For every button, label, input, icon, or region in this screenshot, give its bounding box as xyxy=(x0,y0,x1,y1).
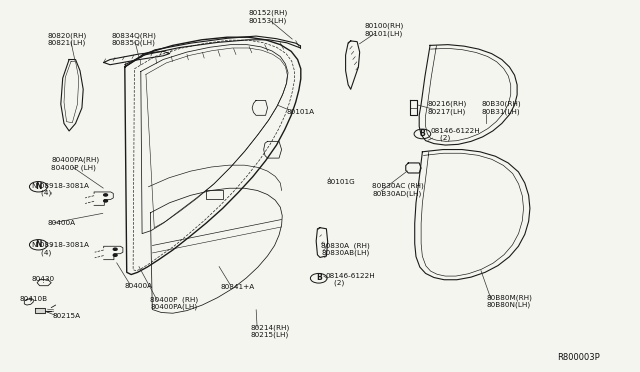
Text: B: B xyxy=(420,129,425,138)
Text: 80215A: 80215A xyxy=(52,313,81,319)
Text: 80100(RH)
80101(LH): 80100(RH) 80101(LH) xyxy=(365,23,404,37)
Polygon shape xyxy=(35,308,45,313)
Text: N: N xyxy=(35,240,42,249)
Circle shape xyxy=(104,194,108,196)
Text: 80834Q(RH)
80835Q(LH): 80834Q(RH) 80835Q(LH) xyxy=(112,32,157,46)
Text: N 08918-3081A
    (4): N 08918-3081A (4) xyxy=(32,243,89,256)
Text: 80430: 80430 xyxy=(32,276,55,282)
Text: 80830A  (RH)
80830AB(LH): 80830A (RH) 80830AB(LH) xyxy=(321,242,370,256)
Text: B: B xyxy=(316,273,321,282)
Circle shape xyxy=(113,248,117,250)
Text: 08146-6122H
    (2): 08146-6122H (2) xyxy=(431,128,481,141)
Text: 80820(RH)
80821(LH): 80820(RH) 80821(LH) xyxy=(48,32,87,46)
Text: 80841+A: 80841+A xyxy=(221,284,255,290)
Text: 80216(RH)
80217(LH): 80216(RH) 80217(LH) xyxy=(428,101,467,115)
Text: 80410B: 80410B xyxy=(19,296,47,302)
Text: 80B30AC (RH)
80B30AD(LH): 80B30AC (RH) 80B30AD(LH) xyxy=(372,183,424,197)
Text: 08146-6122H
    (2): 08146-6122H (2) xyxy=(325,273,375,286)
Text: N 08918-3081A
    (4): N 08918-3081A (4) xyxy=(32,183,89,196)
Text: 80400P  (RH)
80400PA(LH): 80400P (RH) 80400PA(LH) xyxy=(150,296,198,310)
Text: 80101G: 80101G xyxy=(326,179,355,185)
Text: 80B30(RH)
80B31(LH): 80B30(RH) 80B31(LH) xyxy=(481,101,521,115)
Text: 80400PA(RH)
80400P (LH): 80400PA(RH) 80400P (LH) xyxy=(51,157,99,171)
Circle shape xyxy=(113,254,117,256)
Text: 80400A: 80400A xyxy=(125,283,153,289)
Text: 80152(RH)
80153(LH): 80152(RH) 80153(LH) xyxy=(248,10,287,24)
Text: 80400A: 80400A xyxy=(48,220,76,226)
Text: N: N xyxy=(35,182,42,191)
Text: 80101A: 80101A xyxy=(287,109,315,115)
Text: 80B80M(RH)
80B80N(LH): 80B80M(RH) 80B80N(LH) xyxy=(486,294,532,308)
Text: 80214(RH)
80215(LH): 80214(RH) 80215(LH) xyxy=(251,324,290,338)
Circle shape xyxy=(104,200,108,202)
Text: R800003P: R800003P xyxy=(557,353,600,362)
